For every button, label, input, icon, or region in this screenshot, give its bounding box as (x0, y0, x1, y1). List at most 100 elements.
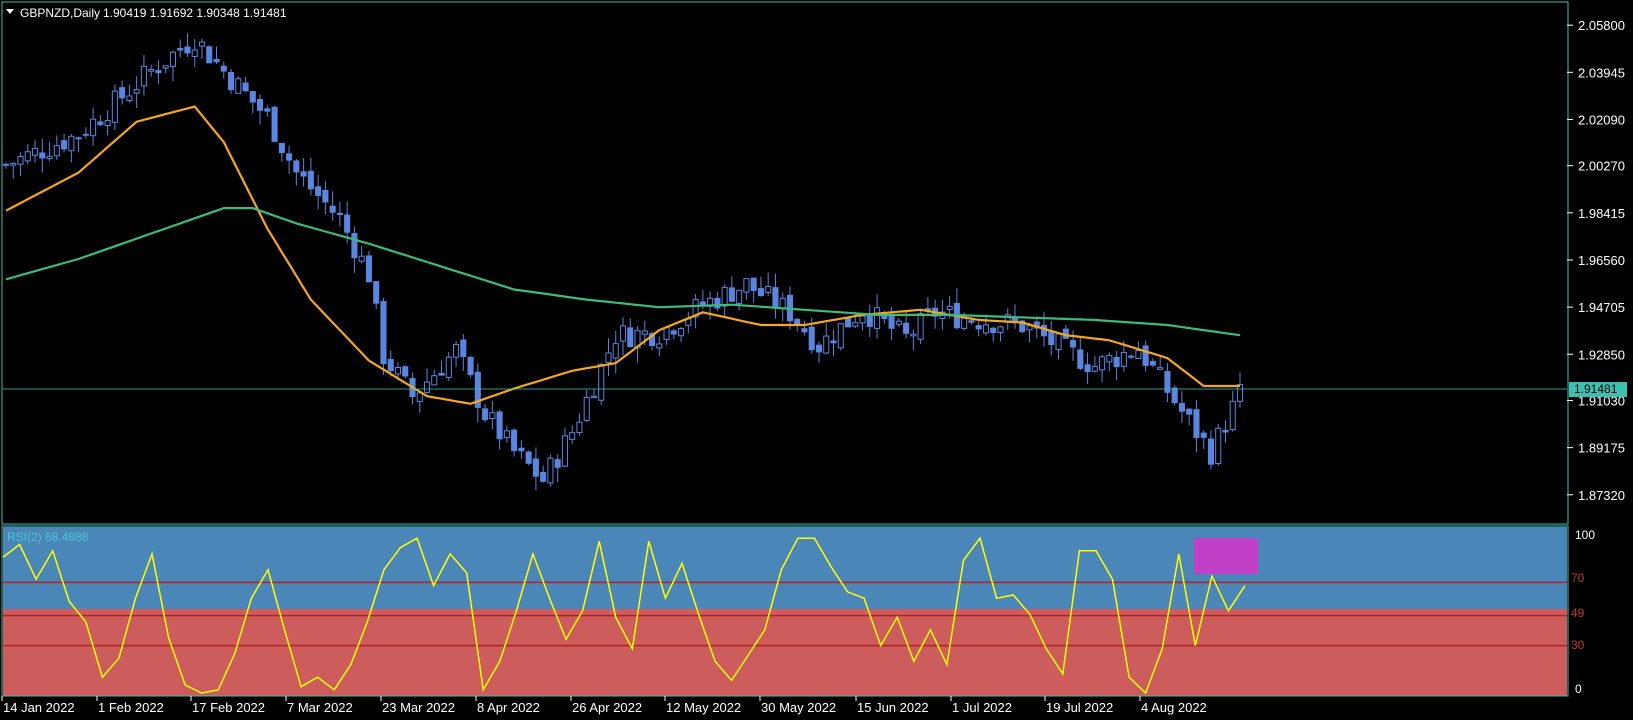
price-tick-label: 1.94705 (1578, 300, 1625, 315)
candle (815, 341, 823, 363)
candle (82, 127, 89, 139)
candle (351, 226, 358, 273)
rsi-level-lines (3, 581, 1567, 647)
rsi-axis-bottom: 0 (1575, 682, 1582, 696)
rsi-level-70-label: 70 (1571, 571, 1585, 585)
candle (910, 329, 917, 350)
price-tick-label: 1.98415 (1578, 206, 1625, 221)
candle (249, 90, 256, 114)
candle (583, 389, 590, 422)
candle (264, 104, 271, 117)
date-axis: 14 Jan 2022 1 Feb 2022 17 Feb 2022 7 Mar 20… (1, 696, 1207, 715)
candle (31, 139, 39, 163)
candle (1084, 352, 1091, 384)
candle (155, 60, 162, 84)
rsi-lower-zone (3, 609, 1567, 696)
price-panel[interactable] (1, 1, 1569, 525)
candle (1229, 390, 1236, 432)
candle (1106, 352, 1113, 372)
current-price-tag: 1.91481 (1569, 382, 1627, 398)
candle (278, 142, 285, 162)
rsi-upper-zone (3, 527, 1567, 609)
date-tick-label: 12 May 2022 (666, 700, 741, 715)
candle (184, 33, 191, 57)
rsi-line (2, 536, 1246, 695)
candle (46, 141, 53, 162)
candle (148, 64, 155, 77)
candle (286, 145, 293, 174)
candle (482, 403, 489, 423)
candle (532, 447, 539, 491)
date-tick-label: 23 Mar 2022 (382, 700, 455, 715)
candle (438, 360, 445, 376)
candle (133, 76, 140, 109)
price-tick-label: 1.91030 (1578, 394, 1625, 409)
candle (213, 46, 220, 64)
fast-ma-line (5, 105, 1240, 405)
candle (423, 368, 431, 394)
candle (227, 69, 235, 95)
candle (380, 298, 387, 375)
candle (547, 454, 554, 487)
price-tick-label: 1.92850 (1578, 347, 1625, 362)
candle (503, 425, 510, 443)
candle (300, 158, 307, 187)
candle (402, 365, 409, 379)
rsi-highlight-box (1194, 538, 1258, 574)
rsi-level-49-label: 49 (1571, 606, 1585, 620)
candle (387, 350, 394, 377)
candle (90, 107, 97, 146)
candle (97, 115, 104, 127)
candle (982, 314, 989, 336)
candle (61, 133, 68, 153)
price-tick-label: 1.89175 (1578, 441, 1625, 456)
candle (119, 80, 126, 105)
candle (765, 272, 772, 296)
candle (206, 45, 213, 64)
date-tick-label: 7 Mar 2022 (287, 700, 353, 715)
candle (1077, 337, 1084, 371)
candle (1215, 423, 1222, 466)
candle (598, 362, 605, 405)
candle (257, 94, 264, 125)
candle (1149, 358, 1156, 368)
candle (53, 135, 60, 161)
price-tick-label: 2.00270 (1578, 159, 1625, 174)
candle (750, 277, 757, 303)
rsi-panel[interactable] (1, 525, 1569, 697)
candle (656, 336, 663, 357)
date-tick-label: 30 May 2022 (761, 700, 836, 715)
candle (162, 65, 169, 74)
candle (307, 157, 314, 196)
candle (445, 351, 452, 381)
candle (1128, 354, 1135, 360)
rsi-panel-frame (1, 525, 1569, 697)
triangle-down-icon[interactable] (6, 9, 14, 14)
price-tick-label: 2.02090 (1578, 112, 1625, 127)
date-tick-label: 1 Jul 2022 (952, 700, 1012, 715)
symbol-label: GBPNZD,Daily (20, 6, 100, 20)
candle (540, 465, 547, 483)
candle (235, 76, 242, 94)
candle (373, 281, 380, 310)
ohlc-values: 1.90419 1.91692 1.90348 1.91481 (103, 6, 287, 20)
candle (1207, 430, 1215, 470)
date-tick-label: 8 Apr 2022 (477, 700, 540, 715)
candle (220, 61, 227, 79)
candle (489, 400, 496, 430)
candle (997, 325, 1004, 342)
candle (140, 55, 147, 96)
candle (344, 201, 351, 244)
candle (874, 294, 881, 339)
candle (293, 159, 300, 186)
candle (111, 84, 118, 130)
candle (692, 293, 699, 329)
candle (525, 450, 532, 466)
current-price-value: 1.91481 (1574, 382, 1618, 396)
candle (823, 323, 830, 355)
candle (511, 428, 518, 457)
candle (678, 326, 685, 343)
candle (10, 162, 17, 179)
candle (460, 334, 467, 371)
